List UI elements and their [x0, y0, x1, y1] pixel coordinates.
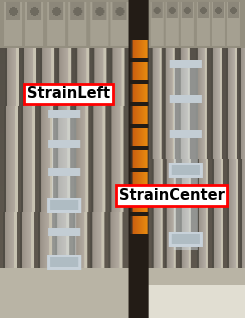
Text: StrainLeft: StrainLeft — [27, 86, 110, 101]
Text: StrainCenter: StrainCenter — [119, 188, 224, 203]
